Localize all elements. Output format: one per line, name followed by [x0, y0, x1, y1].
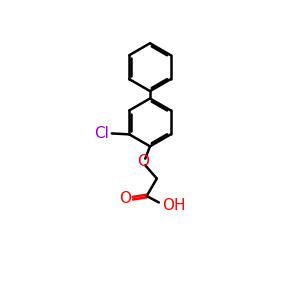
- Text: Cl: Cl: [94, 126, 110, 141]
- Text: O: O: [119, 191, 131, 206]
- Text: OH: OH: [162, 198, 185, 213]
- Text: O: O: [137, 154, 149, 169]
